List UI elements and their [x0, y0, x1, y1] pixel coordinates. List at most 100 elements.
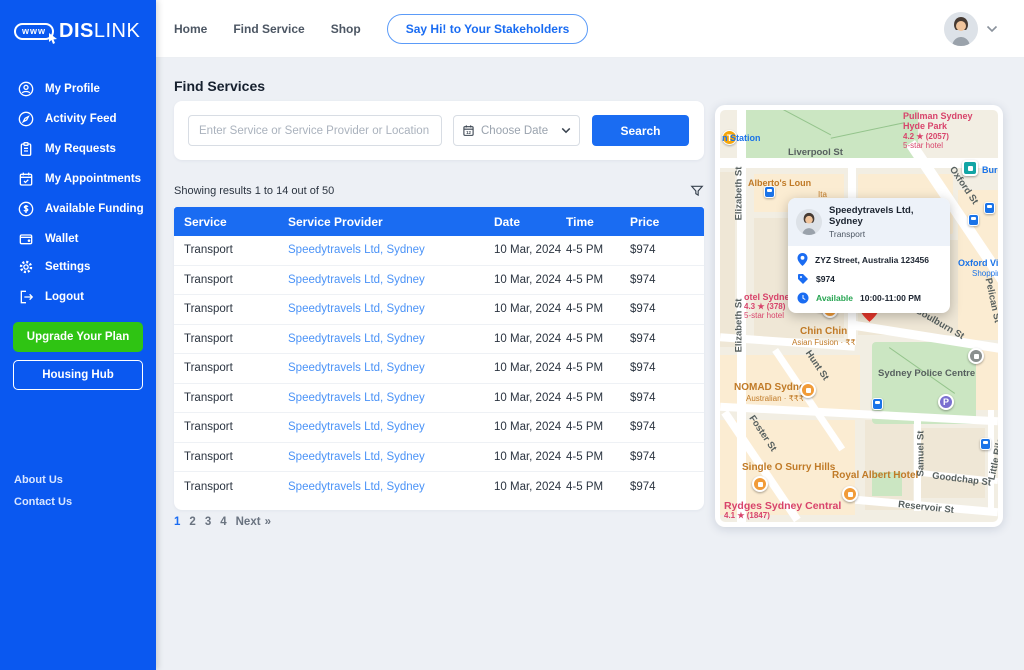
- parking-pin[interactable]: P: [938, 394, 954, 410]
- stakeholders-button[interactable]: Say Hi! to Your Stakeholders: [386, 13, 589, 44]
- cell-service: Transport: [184, 362, 233, 375]
- table-row[interactable]: Transport Speedytravels Ltd, Sydney 10 M…: [174, 324, 704, 354]
- oxford-village-label: Oxford Villag: [958, 258, 998, 268]
- chevron-down-icon: [561, 127, 571, 134]
- building-glyph: [973, 353, 979, 359]
- about-us-link[interactable]: About Us: [14, 474, 63, 486]
- hyde-park-area: [742, 110, 918, 160]
- location-pin-icon: [797, 253, 808, 266]
- page-4[interactable]: 4: [220, 516, 227, 528]
- provider-link[interactable]: Speedytravels Ltd, Sydney: [288, 421, 425, 434]
- nav-link-shop[interactable]: Shop: [330, 21, 361, 36]
- bus-stop-icon[interactable]: [764, 186, 775, 198]
- provider-link[interactable]: Speedytravels Ltd, Sydney: [288, 244, 425, 257]
- sidebar-item-my-requests[interactable]: My Requests: [0, 134, 156, 164]
- sidebar-item-wallet[interactable]: Wallet: [0, 224, 156, 254]
- train-station-icon[interactable]: T: [722, 130, 737, 145]
- bar-pin-royal-albert[interactable]: [842, 486, 858, 502]
- table-row[interactable]: Transport Speedytravels Ltd, Sydney 10 M…: [174, 383, 704, 413]
- table-row[interactable]: Transport Speedytravels Ltd, Sydney 10 M…: [174, 413, 704, 443]
- next-label: Next: [235, 516, 261, 528]
- nav-link-find-service[interactable]: Find Service: [233, 21, 305, 36]
- search-button[interactable]: Search: [592, 115, 689, 146]
- sidebar-item-available-funding[interactable]: Available Funding: [0, 194, 156, 224]
- appointments-icon: [19, 172, 33, 186]
- contact-us-link[interactable]: Contact Us: [14, 496, 73, 508]
- burdekin-label: Burd: [982, 165, 998, 175]
- date-select[interactable]: 12 Choose Date: [453, 115, 580, 146]
- next-page-button[interactable]: Next »: [236, 516, 271, 528]
- cell-date: 10 Mar, 2024: [494, 421, 562, 434]
- page-1[interactable]: 1: [174, 516, 181, 528]
- provider-link[interactable]: Speedytravels Ltd, Sydney: [288, 303, 425, 316]
- provider-link[interactable]: Speedytravels Ltd, Sydney: [288, 450, 425, 463]
- results-header: Showing results 1 to 14 out of 50: [174, 184, 704, 198]
- rydges-rating-label: 4.1 ★ (1847): [724, 511, 770, 520]
- popup-availability-row: Available 10:00-11:00 PM: [797, 292, 941, 304]
- sidebar-item-activity-feed[interactable]: Activity Feed: [0, 104, 156, 134]
- bus-stop-icon[interactable]: [980, 438, 991, 450]
- map[interactable]: n Station T Liverpool St Pullman Sydney …: [720, 110, 998, 522]
- chevron-down-icon[interactable]: [986, 25, 998, 33]
- bus-stop-icon[interactable]: [968, 214, 979, 226]
- provider-link[interactable]: Speedytravels Ltd, Sydney: [288, 332, 425, 345]
- police-pin[interactable]: [968, 348, 984, 364]
- single-o-label: Single O Surry Hills: [742, 462, 836, 473]
- table-row[interactable]: Transport Speedytravels Ltd, Sydney 10 M…: [174, 354, 704, 384]
- hotel-pin-burdekin[interactable]: [962, 160, 978, 176]
- chin-chin-label: Chin Chin: [800, 326, 848, 337]
- provider-link[interactable]: Speedytravels Ltd, Sydney: [288, 480, 425, 493]
- date-placeholder: Choose Date: [481, 124, 549, 137]
- albertos-sub-label: Ita: [818, 190, 827, 199]
- search-input[interactable]: [188, 115, 442, 146]
- table-row[interactable]: Transport Speedytravels Ltd, Sydney 10 M…: [174, 472, 704, 502]
- oxford-village-sub-label: Shopping m: [972, 269, 998, 278]
- provider-link[interactable]: Speedytravels Ltd, Sydney: [288, 391, 425, 404]
- popup-avatar-image: [796, 209, 822, 235]
- sidebar-secondary-menu: Settings Logout: [0, 252, 156, 312]
- liverpool-st-label: Liverpool St: [788, 147, 843, 158]
- popup-address-row: ZYZ Street, Australia 123456: [797, 253, 941, 266]
- page-3[interactable]: 3: [204, 516, 212, 528]
- provider-link[interactable]: Speedytravels Ltd, Sydney: [288, 273, 425, 286]
- calendar-icon: 12: [463, 125, 474, 136]
- popup-price-row: $974: [797, 273, 941, 285]
- map-popup[interactable]: Speedytravels Ltd, Sydney Transport ZYZ …: [788, 198, 950, 313]
- station-label: n Station: [722, 132, 761, 143]
- housing-hub-button[interactable]: Housing Hub: [13, 360, 143, 390]
- sidebar-item-my-profile[interactable]: My Profile: [0, 74, 156, 104]
- popup-subtitle: Transport: [829, 229, 866, 239]
- cell-date: 10 Mar, 2024: [494, 480, 562, 493]
- cell-price: $974: [630, 480, 656, 493]
- sidebar-item-label: My Appointments: [45, 173, 142, 185]
- police-centre-label: Sydney Police Centre: [878, 368, 976, 379]
- provider-link[interactable]: Speedytravels Ltd, Sydney: [288, 362, 425, 375]
- svg-text:12: 12: [466, 130, 471, 135]
- filter-icon[interactable]: [690, 184, 704, 198]
- table-row[interactable]: Transport Speedytravels Ltd, Sydney 10 M…: [174, 295, 704, 325]
- cell-service: Transport: [184, 391, 233, 404]
- nav-link-home[interactable]: Home: [174, 21, 208, 36]
- user-menu: [944, 11, 1024, 46]
- cafe-pin-single-o[interactable]: [752, 476, 768, 492]
- sidebar-item-settings[interactable]: Settings: [0, 252, 156, 282]
- restaurant-pin-nomad[interactable]: [800, 382, 816, 398]
- upgrade-plan-button[interactable]: Upgrade Your Plan: [13, 322, 143, 352]
- sidebar-item-label: My Requests: [45, 143, 116, 155]
- price-tag-icon: [798, 274, 808, 284]
- table-row[interactable]: Transport Speedytravels Ltd, Sydney 10 M…: [174, 236, 704, 266]
- bus-stop-icon[interactable]: [872, 398, 883, 410]
- table-row[interactable]: Transport Speedytravels Ltd, Sydney 10 M…: [174, 265, 704, 295]
- brand-logo[interactable]: www DISLINK: [0, 0, 156, 44]
- brand-name: DISLINK: [59, 20, 140, 43]
- sidebar-item-logout[interactable]: Logout: [0, 282, 156, 312]
- bus-stop-icon[interactable]: [984, 202, 995, 214]
- page-2[interactable]: 2: [189, 516, 196, 528]
- table-row[interactable]: Transport Speedytravels Ltd, Sydney 10 M…: [174, 442, 704, 472]
- cell-time: 4-5 PM: [566, 244, 604, 257]
- hotel-sydney-type: 5-star hotel: [744, 311, 785, 320]
- sidebar-item-my-appointments[interactable]: My Appointments: [0, 164, 156, 194]
- pagination: 1 2 3 4 Next »: [174, 516, 271, 528]
- avatar[interactable]: [944, 11, 978, 46]
